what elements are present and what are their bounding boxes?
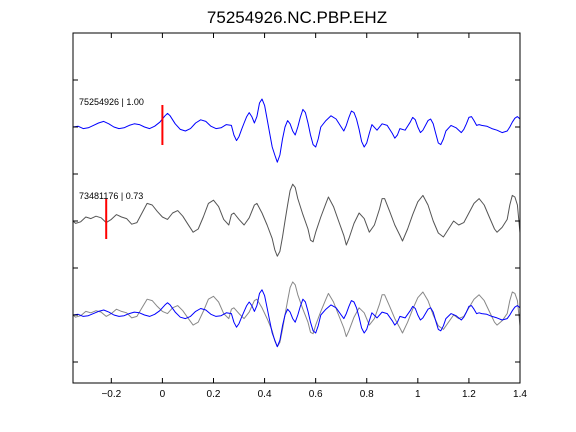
ticks-layer: −0.2 0 0.2 0.4 0.6 0.8 1 1.2 1.4 (73, 33, 527, 400)
trace-label-2: 73481176 | 0.73 (79, 191, 143, 201)
traces-layer: 75254926 | 1.00 73481176 | 0.73 (72, 97, 521, 348)
chart-title: 75254926.NC.PBP.EHZ (207, 8, 387, 27)
x-tick-label: 0.4 (258, 389, 272, 400)
trace-line-2 (72, 183, 521, 257)
x-tick-label: 1.4 (513, 389, 527, 400)
x-tick-label: 0.6 (309, 389, 323, 400)
trace-label-1: 75254926 | 1.00 (79, 97, 144, 107)
x-tick-label: 0 (160, 389, 166, 400)
plot-frame (72, 32, 521, 384)
x-tick-label: 0.2 (207, 389, 221, 400)
overlay-trace-2 (72, 281, 521, 348)
x-tick-label: 1 (415, 389, 421, 400)
x-tick-label: 0.8 (360, 389, 374, 400)
overlay-trace-1 (72, 289, 521, 348)
trace-line-1 (72, 98, 521, 163)
x-tick-label: −0.2 (101, 389, 121, 400)
x-tick-label: 1.2 (462, 389, 476, 400)
